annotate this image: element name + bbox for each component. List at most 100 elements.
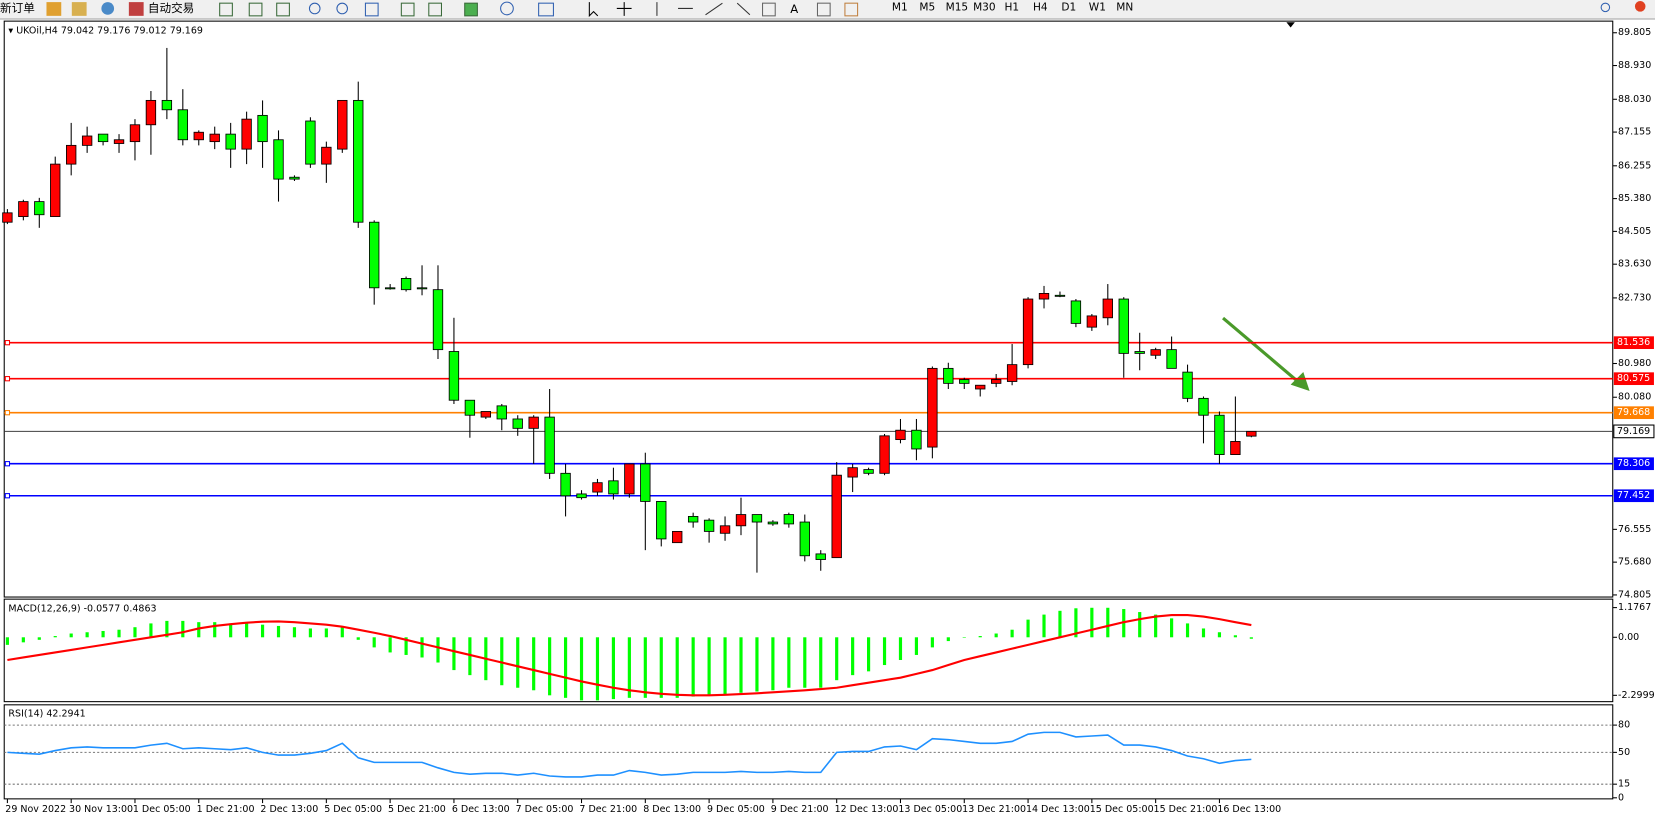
candle-body (1086, 315, 1098, 328)
macd-bar (739, 637, 743, 693)
rsi-header: RSI(14) 42.2941 (8, 708, 85, 719)
y-tick-label: 0.00 (1618, 632, 1639, 643)
candle-body (1102, 298, 1113, 319)
macd-bar (835, 637, 839, 681)
icon[interactable] (248, 2, 263, 17)
header-high: 79.176 (97, 25, 130, 36)
icon[interactable] (656, 2, 751, 16)
chart-shift-marker (1286, 22, 1295, 28)
icon[interactable] (464, 2, 478, 17)
icon[interactable] (400, 2, 415, 17)
macd-bar (1170, 618, 1174, 638)
x-tick-label: 12 Dec 13:00 (835, 804, 899, 815)
timeframe-button[interactable]: M30 (973, 1, 996, 13)
icon[interactable] (616, 2, 632, 16)
icon[interactable] (762, 2, 776, 17)
icon[interactable] (364, 2, 379, 17)
y-tick-label: 88.030 (1618, 94, 1651, 105)
macd-bar (1233, 635, 1237, 638)
timeframe-button[interactable]: D1 (1061, 1, 1076, 13)
timeframe-button[interactable]: H4 (1033, 1, 1048, 13)
macd-bar (611, 637, 616, 700)
icon[interactable] (588, 2, 599, 18)
level-label: 79.668 (1617, 407, 1650, 418)
macd-bar (276, 625, 281, 638)
timeframe-button[interactable]: M1 (892, 1, 908, 13)
candle-body (480, 411, 492, 418)
macd-bar (723, 637, 727, 695)
y-tick-label: 50 (1618, 747, 1630, 758)
main-plot (3, 20, 1614, 598)
icon[interactable] (71, 2, 87, 16)
icon[interactable] (276, 2, 290, 17)
icon[interactable] (844, 2, 859, 17)
icon[interactable] (128, 2, 144, 16)
icon[interactable] (816, 2, 831, 17)
macd-bar (787, 637, 791, 688)
x-tick-label: 9 Dec 21:00 (771, 804, 829, 815)
candle-body (416, 287, 428, 290)
timeframe-button[interactable]: M5 (919, 1, 935, 13)
icon[interactable] (219, 2, 233, 17)
icon[interactable] (46, 2, 62, 16)
timeframe-button[interactable]: MN (1116, 1, 1133, 13)
y-tick-label: 80.080 (1618, 392, 1651, 403)
text-tool[interactable]: A (790, 2, 798, 16)
candle-body (273, 139, 284, 180)
macd-bar (1154, 614, 1158, 638)
y-tick-label: 15 (1618, 779, 1630, 790)
icon[interactable] (428, 2, 443, 17)
candle-body (193, 131, 204, 141)
level-handle (4, 410, 11, 416)
macd-bar (340, 627, 344, 638)
candle-body (767, 521, 779, 525)
icon[interactable] (500, 1, 514, 16)
macd-bar (165, 620, 169, 638)
y-tick-label: 80 (1618, 720, 1630, 731)
y-tick-label: 88.930 (1618, 60, 1651, 71)
macd-bar (882, 637, 887, 666)
icon[interactable] (538, 2, 554, 17)
level-label-bg (1613, 336, 1654, 350)
rsi-value: 42.2941 (46, 708, 85, 719)
icon[interactable] (336, 2, 349, 15)
icon[interactable] (308, 2, 321, 15)
macd-bar (994, 633, 998, 638)
header-arrow: ▾ (8, 25, 16, 36)
macd-plot (3, 598, 1614, 703)
macd-bar (595, 637, 600, 701)
price-label: 79.169 (1617, 426, 1650, 437)
icon[interactable] (101, 2, 115, 15)
level-handle (4, 461, 11, 467)
macd-bar (659, 637, 663, 698)
candle-body (735, 514, 747, 527)
candle-body (703, 519, 715, 532)
search-icon[interactable] (1600, 2, 1611, 13)
macd-bar (548, 637, 552, 696)
candle-body (81, 135, 93, 146)
toolbar-item[interactable]: 新订单 (0, 1, 35, 15)
macd-bar (21, 637, 25, 643)
candle-body (975, 384, 986, 390)
indicator-name: MACD(12,26,9) (8, 603, 80, 614)
candle-body (289, 176, 300, 180)
macd-bar (1058, 610, 1062, 638)
level-label-bg (1613, 372, 1654, 386)
y-tick-label: 85.380 (1618, 193, 1651, 204)
candle-body (177, 109, 188, 141)
timeframe-button[interactable]: H1 (1004, 1, 1019, 13)
candle-body (432, 289, 444, 351)
candle-body (687, 515, 699, 523)
macd-bar (181, 620, 185, 638)
macd-bar (1026, 619, 1030, 638)
candle-body (528, 416, 539, 429)
toolbar-item[interactable]: 自动交易 (148, 1, 194, 15)
macd-bar (1185, 623, 1190, 638)
timeframe-button[interactable]: W1 (1089, 1, 1106, 13)
timeframe-button[interactable]: M15 (946, 1, 969, 13)
candle-body (560, 472, 571, 497)
macd-bar (1217, 632, 1222, 638)
macd-bar (5, 637, 9, 645)
candle-body (1118, 298, 1129, 354)
